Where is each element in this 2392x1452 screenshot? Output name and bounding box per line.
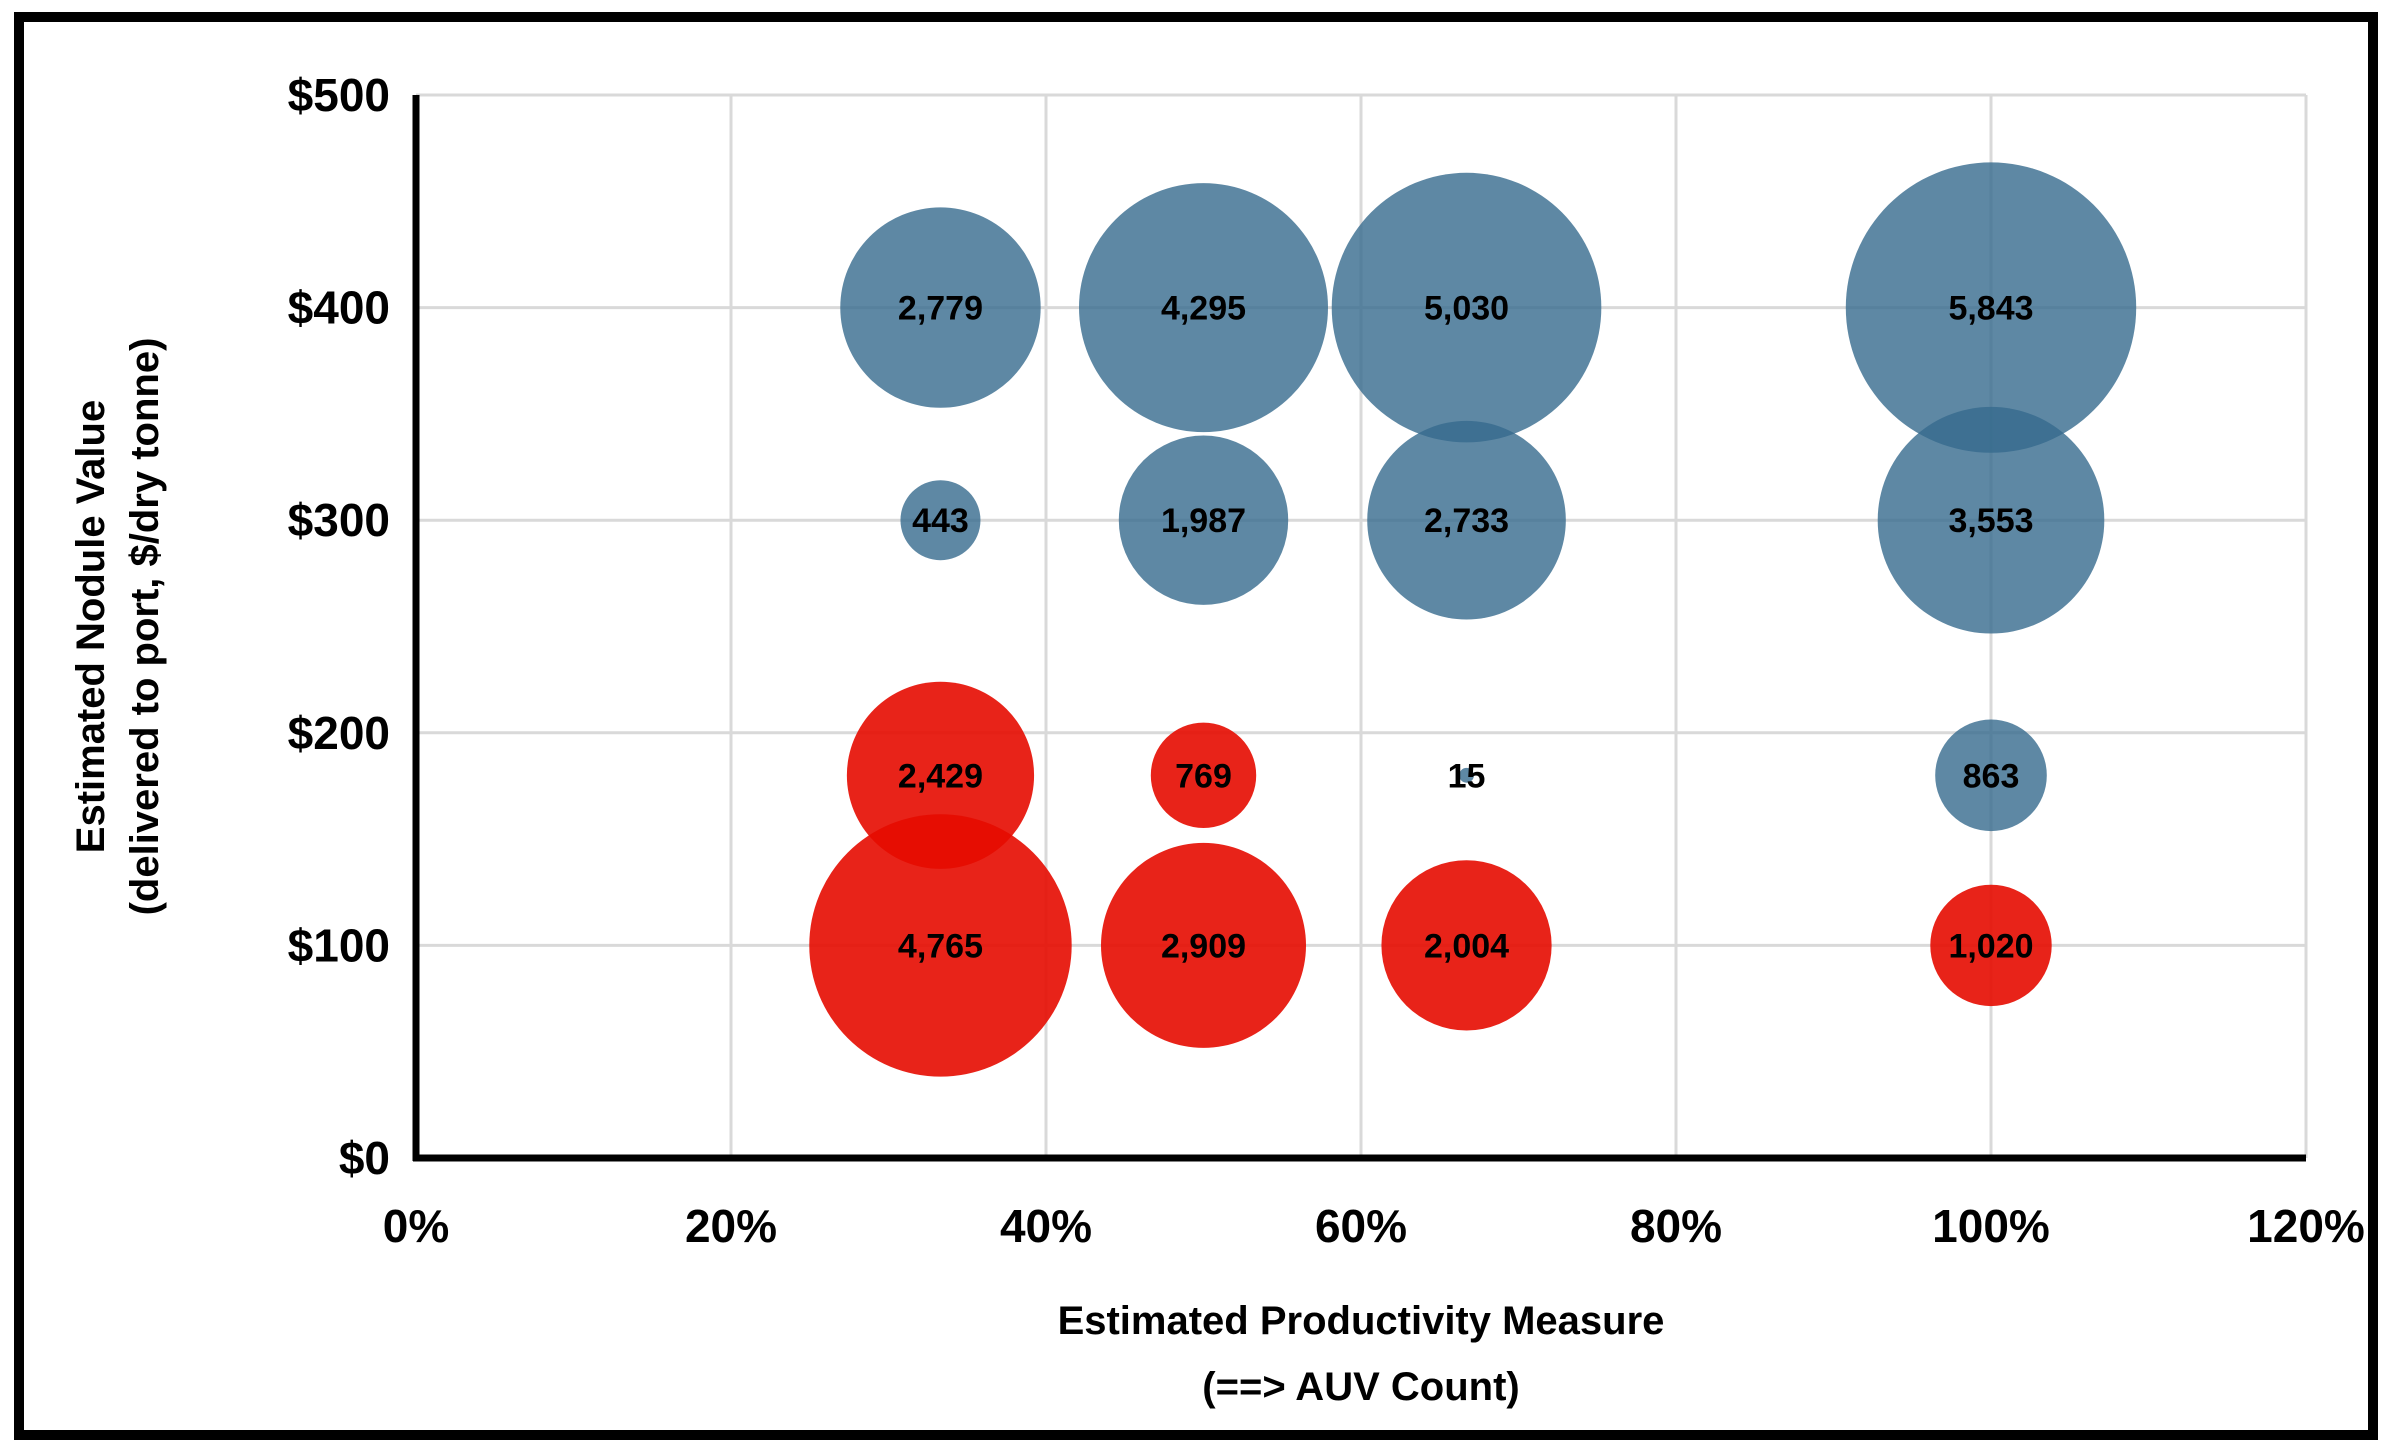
y-tick-label: $300: [288, 494, 390, 546]
y-tick-label: $200: [288, 707, 390, 759]
bubble-label: 1,987: [1161, 502, 1246, 540]
y-tick-label: $0: [339, 1132, 390, 1184]
bubble-blue-favorable: [1118, 435, 1289, 605]
x-tick-label: 60%: [1315, 1200, 1407, 1252]
bubble-label: 1,020: [1948, 927, 2033, 965]
bubble-label: 3,553: [1948, 502, 2033, 540]
bubble-label: 2,733: [1424, 502, 1509, 540]
bubble-red-unfavorable: [809, 814, 1072, 1077]
x-axis-title: Estimated Productivity Measure: [1058, 1299, 1665, 1343]
axis-titles: Estimated Productivity Measure (==> AUV C…: [69, 338, 1664, 1409]
bubble-label: 443: [912, 502, 969, 540]
y-tick-label: $400: [288, 282, 390, 334]
bubble-label: 769: [1175, 757, 1232, 795]
bubble-red-unfavorable: [1101, 842, 1306, 1048]
x-tick-label: 0%: [383, 1200, 449, 1252]
bubble-labels: 2,779 4,295 5,030 5,843 443 1,987 2,733 3,553 15…: [898, 290, 2034, 966]
bubble-red-unfavorable: [1150, 722, 1257, 829]
x-tick-label: 20%: [685, 1200, 777, 1252]
bubble-label: 5,030: [1424, 290, 1509, 328]
x-tick-label: 80%: [1630, 1200, 1722, 1252]
bubble-blue-favorable: [1331, 172, 1602, 443]
bubble-label: 15: [1448, 757, 1486, 795]
bubble-blue-favorable: [1935, 719, 2047, 832]
bubble-red-unfavorable: [1381, 860, 1552, 1031]
bubble-series: [809, 162, 2137, 1077]
tick-labels: $0 $100 $200 $300 $400 $500 0% 20% 40% 60% 80% 100%…: [288, 69, 2365, 1252]
y-tick-label: $500: [288, 69, 390, 121]
bubble-label: 4,295: [1161, 290, 1246, 328]
x-axis-title-line2: (==> AUV Count): [1202, 1365, 1519, 1409]
bubble-blue-favorable: [1877, 406, 2105, 634]
bubble-blue-favorable: [1459, 767, 1474, 783]
x-tick-label: 40%: [1000, 1200, 1092, 1252]
y-tick-label: $100: [288, 919, 390, 971]
bubble-red-unfavorable: [1930, 884, 2052, 1007]
y-axis-title: Estimated Nodule Value: [69, 400, 113, 853]
bubble-blue-favorable: [900, 480, 981, 561]
bubble-label: 863: [1963, 757, 2020, 795]
axes: [412, 95, 2306, 1162]
bubble-label: 2,004: [1424, 927, 1509, 965]
bubble-blue-favorable: [1367, 420, 1566, 620]
bubble-red-unfavorable: [846, 681, 1035, 869]
x-tick-label: 100%: [1932, 1200, 2050, 1252]
bubble-label: 5,843: [1948, 290, 2033, 328]
bubble-label: 2,909: [1161, 927, 1246, 965]
bubble-label: 2,779: [898, 290, 983, 328]
y-axis-title-line2: (delivered to port, $/dry tonne): [123, 338, 167, 916]
bubble-label: 2,429: [898, 757, 983, 795]
bubble-blue-favorable: [1079, 183, 1328, 433]
bubble-blue-favorable: [840, 207, 1041, 408]
x-tick-label: 120%: [2247, 1200, 2365, 1252]
bubble-label: 4,765: [898, 927, 983, 965]
bubble-blue-favorable: [1845, 162, 2137, 453]
